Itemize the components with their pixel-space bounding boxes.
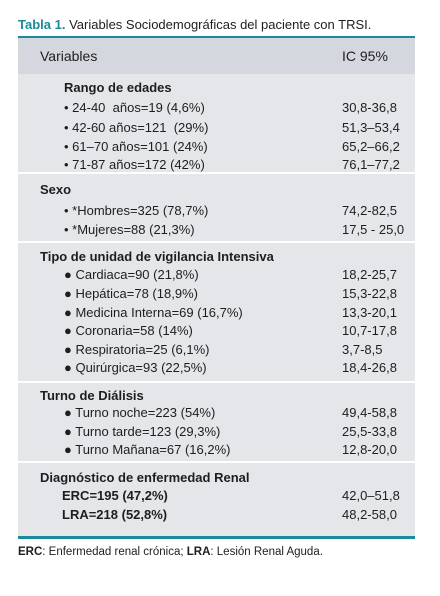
section-title-sex: Sexo (40, 182, 72, 197)
table-row-label: LRA=218 (52,8%) (62, 507, 168, 522)
section-divider (18, 172, 415, 174)
header-ci: IC 95% (342, 48, 388, 64)
section-title-age: Rango de edades (64, 80, 172, 95)
table-row-ci: 10,7-17,8 (342, 323, 397, 338)
table-row-label: ● Medicina Interna=69 (16,7%) (64, 305, 243, 320)
table-row-ci: 13,3-20,1 (342, 305, 397, 320)
table-row-ci: 18,2-25,7 (342, 267, 397, 282)
table-row-ci: 65,2–66,2 (342, 139, 400, 154)
table-row-ci: 25,5-33,8 (342, 424, 397, 439)
footnote-abbr-erc: ERC (18, 546, 43, 558)
table-caption: Tabla 1. Variables Sociodemográficas del… (18, 17, 371, 33)
table-header (18, 38, 415, 74)
table-row-label: • 24-40 años=19 (4,6%) (64, 100, 205, 115)
table-row-ci: 76,1–77,2 (342, 157, 400, 172)
section-title-renal: Diagnóstico de enfermedad Renal (40, 470, 250, 485)
table-row-ci: 18,4-26,8 (342, 360, 397, 375)
table-row-label: • 61–70 años=101 (24%) (64, 139, 208, 154)
footnote-abbr-lra: LRA (186, 546, 211, 558)
bottom-rule (18, 536, 415, 539)
table-row-label: • *Mujeres=88 (21,3%) (64, 222, 195, 237)
section-divider (18, 241, 415, 243)
footnote: ERC: Enfermedad renal crónica; LRA: Lesi… (18, 545, 323, 559)
table-row-label: ● Turno tarde=123 (29,3%) (64, 424, 221, 439)
table-row-label: • *Hombres=325 (78,7%) (64, 203, 209, 218)
data-table (18, 38, 415, 536)
section-title-icu: Tipo de unidad de vigilancia Intensiva (40, 249, 274, 264)
table-row-label: • 71-87 años=172 (42%) (64, 157, 205, 172)
table-row-ci: 15,3-22,8 (342, 286, 397, 301)
table-row-label: ● Respiratoria=25 (6,1%) (64, 342, 210, 357)
caption-text: Variables Sociodemográficas del paciente… (65, 17, 372, 32)
table-row-ci: 49,4-58,8 (342, 405, 397, 420)
table-row-ci: 51,3–53,4 (342, 120, 400, 135)
table-row-ci: 74,2-82,5 (342, 203, 397, 218)
table-row-label: ● Cardiaca=90 (21,8%) (64, 267, 199, 282)
table-row-ci: 3,7-8,5 (342, 342, 383, 357)
table-row-ci: 30,8-36,8 (342, 100, 397, 115)
table-row-ci: 48,2-58,0 (342, 507, 397, 522)
table-row-label: ● Turno Mañana=67 (16,2%) (64, 442, 231, 457)
header-variables: Variables (40, 48, 98, 64)
footnote-text-lra: : Lesión Renal Aguda. (210, 546, 323, 558)
section-divider (18, 381, 415, 383)
footnote-text-erc: : Enfermedad renal crónica; (42, 546, 187, 558)
table-row-ci: 12,8-20,0 (342, 442, 397, 457)
table-row-label: • 42-60 años=121 (29%) (64, 120, 209, 135)
table-row-label: ● Turno noche=223 (54%) (64, 405, 216, 420)
caption-label: Tabla 1. (18, 17, 66, 32)
section-title-dialysis: Turno de Diálisis (40, 388, 144, 403)
top-rule (18, 36, 415, 38)
section-divider (18, 461, 415, 463)
table-row-ci: 42,0–51,8 (342, 488, 400, 503)
table-row-label: ● Coronaria=58 (14%) (64, 323, 193, 338)
table-row-label: ● Hepática=78 (18,9%) (64, 286, 198, 301)
table-row-ci: 17,5 - 25,0 (342, 222, 405, 237)
table-row-label: ● Quirúrgica=93 (22,5%) (64, 360, 207, 375)
table-row-label: ERC=195 (47,2%) (62, 488, 168, 503)
